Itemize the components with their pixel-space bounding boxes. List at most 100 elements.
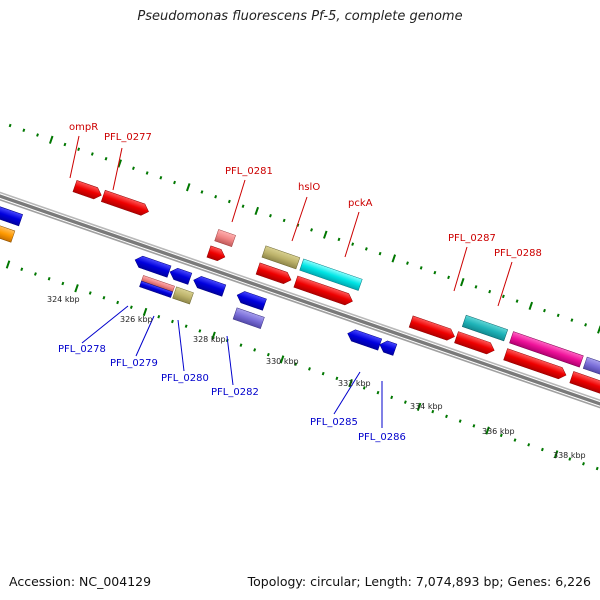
scale-tick-minor	[527, 443, 531, 447]
bottom-leaders	[81, 305, 383, 428]
gene-PFL_0287-top[interactable]	[461, 314, 509, 342]
gene-PFL_0281[interactable]	[206, 245, 227, 263]
scale-tick-major	[142, 307, 148, 317]
gene-PFL_0280[interactable]	[192, 274, 227, 297]
scale-tick-major	[553, 450, 559, 459]
scale-tick-minor	[241, 204, 245, 208]
label-ompR[interactable]: ompR	[69, 122, 98, 133]
label-PFL_0282[interactable]: PFL_0282	[211, 387, 259, 398]
genome-backbone	[0, 158, 600, 442]
kbp-label: 334 kbp	[410, 402, 443, 411]
gene-PFL_0286[interactable]	[378, 339, 398, 356]
gene-PFL_0277[interactable]	[100, 189, 150, 217]
scale-tick-minor	[214, 194, 218, 199]
scale-tick-major	[5, 260, 11, 269]
label-hslO[interactable]: hslO	[298, 182, 320, 193]
gene-PFL_0278[interactable]	[133, 254, 172, 278]
gene-PFL_0287b[interactable]	[454, 331, 496, 356]
gene-pckA-top[interactable]	[299, 258, 363, 291]
gene-PFL_0282[interactable]	[235, 289, 267, 311]
label-PFL_0280[interactable]: PFL_0280	[161, 373, 209, 384]
scale-tick-minor	[116, 300, 120, 305]
scale-tick-minor	[584, 323, 588, 327]
top-leaders	[69, 135, 513, 307]
gene-PFL_0279[interactable]	[139, 280, 173, 298]
scale-tick-minor	[171, 319, 174, 324]
gene-hslO-top[interactable]	[261, 245, 301, 270]
scale-tick-major	[279, 355, 285, 364]
label-PFL_0285[interactable]: PFL_0285	[310, 417, 358, 428]
gene-extra-red[interactable]	[569, 371, 600, 399]
label-pckA[interactable]: pckA	[348, 198, 373, 209]
scale-tick-minor	[157, 314, 161, 319]
label-PFL_0281[interactable]: PFL_0281	[225, 166, 273, 177]
kbp-scale-labels: 324 kbp 326 kbp 328 kbp 330 kbp 332 kbp …	[47, 295, 586, 460]
scale-tick-minor	[337, 237, 341, 242]
kbp-label: 332 kbp	[338, 379, 371, 388]
gene-extra-purple[interactable]	[582, 356, 600, 382]
label-PFL_0287[interactable]: PFL_0287	[448, 233, 496, 244]
label-PFL_0278[interactable]: PFL_0278	[58, 344, 106, 355]
gene-left-blue[interactable]	[0, 197, 24, 227]
gene-PFL_0279b[interactable]	[172, 286, 194, 305]
scale-tick-minor	[447, 275, 451, 280]
scale-tick-minor	[376, 390, 380, 395]
scale-tick-minor	[403, 400, 407, 404]
label-PFL_0277[interactable]: PFL_0277	[104, 132, 152, 143]
kbp-label: 330 kbp	[266, 357, 299, 366]
scale-tick-minor	[310, 228, 314, 232]
gene-ompR[interactable]	[72, 180, 103, 201]
scale-tick-minor	[556, 313, 560, 318]
scale-tick-minor	[362, 386, 366, 390]
label-PFL_0279[interactable]: PFL_0279	[110, 358, 158, 369]
gene-PFL_0288[interactable]	[503, 348, 568, 381]
genome-strip	[0, 123, 600, 471]
scale-tick-minor	[515, 299, 519, 303]
label-PFL_0286[interactable]: PFL_0286	[358, 432, 406, 443]
scale-tick-minor	[145, 171, 149, 175]
forward-strand-genes	[72, 180, 600, 399]
scale-tick-minor	[61, 281, 65, 286]
scale-tick-minor	[20, 267, 24, 272]
reverse-strand-genes	[0, 197, 398, 356]
scale-tick-minor	[568, 457, 572, 461]
scale-tick-major	[528, 301, 534, 310]
scale-tick-minor	[8, 123, 12, 128]
scale-tick-minor	[501, 294, 505, 299]
gene-PFL_0285[interactable]	[346, 328, 383, 351]
scale-tick-minor	[132, 166, 135, 170]
scale-tick-minor	[595, 466, 599, 471]
scale-tick-minor	[200, 190, 204, 194]
gene-hslO[interactable]	[255, 262, 293, 286]
gene-PFL_0288-top[interactable]	[509, 331, 584, 368]
gene-PFL_0281-top[interactable]	[214, 229, 236, 248]
kbp-label: 328 kbp	[193, 335, 226, 344]
scale-tick-minor	[472, 424, 476, 428]
label-PFL_0288[interactable]: PFL_0288	[494, 248, 542, 259]
scale-tick-minor	[159, 175, 163, 180]
gene-pckA[interactable]	[293, 275, 355, 307]
kbp-label: 324 kbp	[47, 295, 80, 304]
scale-tick-major	[416, 402, 422, 411]
scale-tick-minor	[445, 414, 448, 419]
scale-tick-minor	[88, 291, 92, 295]
scale-tick-minor	[47, 277, 51, 281]
scale-tick-major	[485, 426, 490, 435]
gene-PFL_0282b[interactable]	[232, 307, 265, 329]
scale-tick-minor	[173, 180, 176, 185]
scale-tick-minor	[543, 308, 546, 313]
scale-tick-minor	[104, 157, 108, 161]
scale-tick-minor	[406, 261, 409, 265]
gene-left-orange[interactable]	[0, 214, 16, 243]
gene-PFL_0278b[interactable]	[168, 266, 193, 285]
scale-tick-major	[211, 331, 216, 340]
scale-tick-major	[391, 254, 397, 263]
gene-PFL_0287[interactable]	[408, 315, 456, 342]
scale-tick-minor	[129, 305, 133, 309]
scale-tick-minor	[239, 343, 243, 347]
scale-tick-minor	[63, 142, 67, 147]
scale-tick-minor	[102, 295, 106, 300]
scale-tick-minor	[351, 242, 355, 246]
scale-tick-major	[48, 135, 54, 144]
